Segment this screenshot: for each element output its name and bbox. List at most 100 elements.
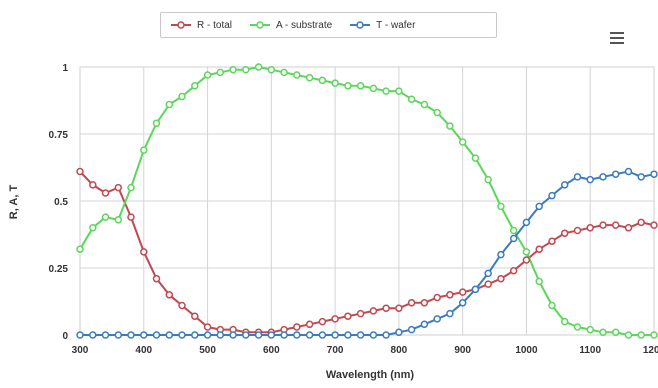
data-point-t-wafer[interactable] — [548, 191, 556, 200]
data-point-a-substrate[interactable] — [471, 154, 480, 162]
data-point-a-substrate[interactable] — [446, 122, 454, 130]
data-point-r-total[interactable] — [446, 291, 454, 299]
data-point-r-total[interactable] — [407, 299, 416, 307]
data-point-a-substrate[interactable] — [484, 175, 492, 184]
data-point-t-wafer[interactable] — [599, 173, 607, 181]
data-point-a-substrate[interactable] — [573, 323, 582, 331]
data-point-t-wafer[interactable] — [127, 331, 135, 339]
data-point-t-wafer[interactable] — [331, 331, 339, 339]
data-point-t-wafer[interactable] — [407, 325, 416, 334]
data-point-t-wafer[interactable] — [114, 331, 123, 339]
data-point-a-substrate[interactable] — [650, 331, 658, 339]
data-point-r-total[interactable] — [650, 221, 658, 229]
data-point-t-wafer[interactable] — [471, 285, 480, 294]
data-point-r-total[interactable] — [548, 237, 556, 245]
data-point-r-total[interactable] — [331, 315, 339, 323]
data-point-r-total[interactable] — [509, 266, 518, 275]
data-point-r-total[interactable] — [458, 288, 467, 296]
data-point-a-substrate[interactable] — [216, 68, 225, 77]
data-point-t-wafer[interactable] — [254, 331, 263, 339]
data-point-t-wafer[interactable] — [509, 234, 518, 243]
data-point-a-substrate[interactable] — [293, 71, 301, 79]
data-point-a-substrate[interactable] — [101, 213, 110, 221]
data-point-a-substrate[interactable] — [280, 68, 288, 77]
data-point-r-total[interactable] — [356, 309, 365, 318]
data-point-a-substrate[interactable] — [203, 71, 212, 79]
data-point-a-substrate[interactable] — [127, 183, 135, 192]
data-point-a-substrate[interactable] — [331, 79, 339, 87]
hamburger-menu-icon[interactable] — [603, 27, 631, 49]
data-point-a-substrate[interactable] — [382, 87, 390, 95]
data-point-t-wafer[interactable] — [420, 320, 429, 329]
data-point-r-total[interactable] — [497, 274, 505, 283]
data-point-a-substrate[interactable] — [420, 100, 429, 109]
data-point-a-substrate[interactable] — [522, 248, 531, 256]
data-point-a-substrate[interactable] — [497, 202, 505, 211]
data-point-r-total[interactable] — [395, 304, 403, 312]
data-point-r-total[interactable] — [433, 293, 441, 302]
data-point-r-total[interactable] — [76, 167, 84, 176]
data-point-r-total[interactable] — [191, 312, 199, 320]
data-point-a-substrate[interactable] — [152, 119, 161, 128]
legend-item-t-wafer[interactable]: T - wafer — [350, 20, 415, 31]
data-point-a-substrate[interactable] — [624, 331, 633, 339]
data-point-a-substrate[interactable] — [318, 76, 327, 85]
data-point-r-total[interactable] — [599, 221, 607, 229]
data-point-t-wafer[interactable] — [152, 331, 161, 339]
data-point-r-total[interactable] — [420, 299, 429, 307]
data-point-t-wafer[interactable] — [433, 315, 441, 323]
data-point-t-wafer[interactable] — [611, 170, 620, 178]
data-point-t-wafer[interactable] — [497, 250, 505, 259]
data-point-a-substrate[interactable] — [548, 301, 556, 310]
data-point-r-total[interactable] — [114, 183, 123, 192]
data-point-r-total[interactable] — [344, 312, 352, 320]
data-point-a-substrate[interactable] — [140, 146, 148, 154]
data-point-r-total[interactable] — [573, 226, 582, 235]
data-point-t-wafer[interactable] — [484, 269, 492, 278]
data-point-t-wafer[interactable] — [140, 331, 148, 339]
data-point-t-wafer[interactable] — [89, 331, 97, 339]
data-point-a-substrate[interactable] — [165, 100, 174, 109]
data-point-a-substrate[interactable] — [433, 108, 441, 117]
data-point-t-wafer[interactable] — [216, 331, 225, 339]
data-point-t-wafer[interactable] — [573, 173, 582, 181]
data-point-r-total[interactable] — [624, 224, 633, 232]
data-point-a-substrate[interactable] — [407, 95, 416, 103]
data-point-a-substrate[interactable] — [89, 224, 97, 232]
data-point-r-total[interactable] — [165, 291, 174, 299]
data-point-a-substrate[interactable] — [356, 82, 365, 90]
data-point-t-wafer[interactable] — [178, 331, 186, 339]
data-point-a-substrate[interactable] — [560, 317, 569, 326]
data-point-t-wafer[interactable] — [229, 331, 237, 339]
data-point-t-wafer[interactable] — [305, 331, 314, 339]
data-point-r-total[interactable] — [535, 245, 543, 253]
data-point-r-total[interactable] — [484, 280, 492, 288]
data-point-r-total[interactable] — [89, 181, 97, 189]
data-point-a-substrate[interactable] — [178, 92, 186, 101]
data-point-t-wafer[interactable] — [382, 331, 390, 339]
data-point-t-wafer[interactable] — [344, 331, 352, 339]
data-point-t-wafer[interactable] — [242, 331, 250, 339]
data-point-a-substrate[interactable] — [509, 226, 518, 235]
data-point-a-substrate[interactable] — [586, 325, 594, 334]
data-point-t-wafer[interactable] — [637, 173, 645, 181]
data-point-r-total[interactable] — [152, 274, 161, 283]
data-point-t-wafer[interactable] — [76, 331, 84, 339]
data-point-t-wafer[interactable] — [624, 167, 633, 176]
data-point-r-total[interactable] — [318, 317, 327, 326]
data-point-a-substrate[interactable] — [305, 73, 314, 82]
data-point-t-wafer[interactable] — [165, 331, 174, 339]
data-point-a-substrate[interactable] — [611, 328, 620, 337]
legend-item-a-substrate[interactable]: A - substrate — [250, 20, 332, 31]
data-point-r-total[interactable] — [101, 189, 110, 197]
data-point-t-wafer[interactable] — [650, 170, 658, 178]
data-point-a-substrate[interactable] — [229, 65, 237, 74]
data-point-r-total[interactable] — [203, 323, 212, 331]
data-point-r-total[interactable] — [611, 221, 620, 229]
data-point-r-total[interactable] — [586, 224, 594, 232]
data-point-r-total[interactable] — [140, 248, 148, 256]
data-point-a-substrate[interactable] — [267, 65, 276, 74]
data-point-r-total[interactable] — [522, 256, 531, 264]
data-point-a-substrate[interactable] — [535, 277, 543, 286]
data-point-t-wafer[interactable] — [458, 299, 467, 307]
